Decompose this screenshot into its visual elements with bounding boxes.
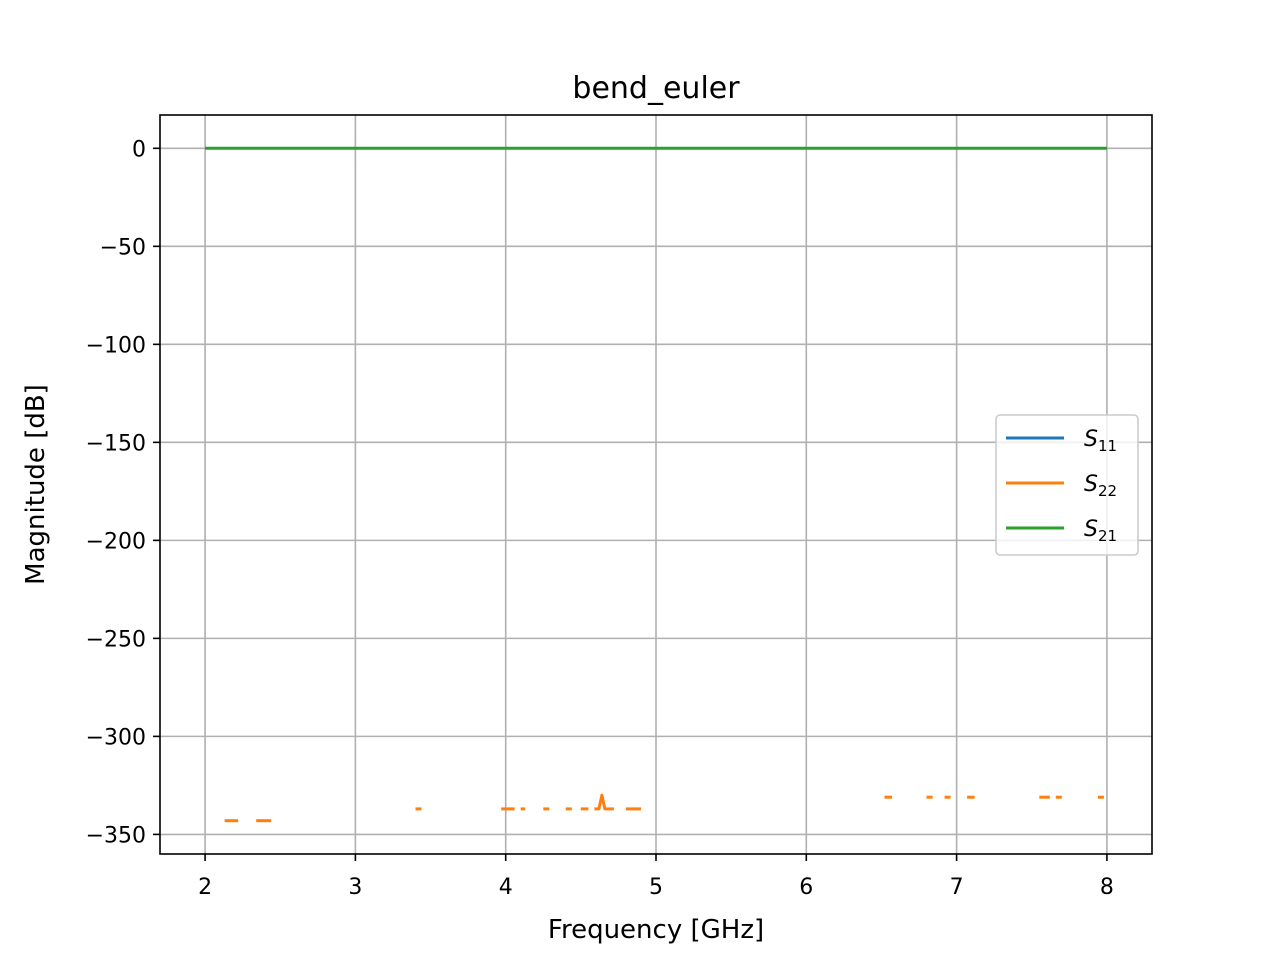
legend-label-s22: S22 [1084,472,1117,500]
x-tick-label: 4 [499,875,513,900]
y-tick-label: −300 [86,725,146,750]
x-tick-label: 7 [950,875,964,900]
x-tick-label: 8 [1100,875,1114,900]
x-tick-label: 6 [799,875,813,900]
x-axis-label: Frequency [GHz] [548,915,764,945]
legend-label-s21: S21 [1084,517,1117,545]
y-axis-label: Magnitude [dB] [21,384,51,585]
ticks: 2 3 4 5 6 7 8 0 −50 −100 −150 −200 −250 −300 −350 [86,137,1114,900]
plot-series [205,146,1107,823]
legend: S11 S22 S21 [995,414,1139,556]
legend-box [995,414,1139,556]
y-tick-label: −350 [86,823,146,848]
y-tick-label: −150 [86,431,146,456]
y-tick-label: −250 [86,627,146,652]
y-tick-label: −100 [86,333,146,358]
x-tick-label: 2 [198,875,212,900]
y-tick-label: 0 [132,137,146,162]
chart-title: bend_euler [572,71,740,106]
y-tick-label: −50 [100,235,146,260]
series-s22 [224,793,1104,823]
x-tick-label: 5 [649,875,663,900]
x-tick-label: 3 [348,875,362,900]
y-tick-label: −200 [86,529,146,554]
series-s22-line [594,793,614,811]
legend-label-s11: S11 [1084,427,1117,455]
